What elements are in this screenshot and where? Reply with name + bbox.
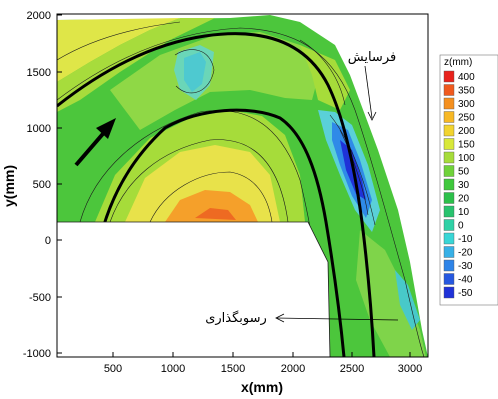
colorbar-swatch bbox=[443, 232, 455, 245]
colorbar-level-label: 400 bbox=[458, 72, 475, 83]
y-tick--500: -500 bbox=[29, 292, 62, 304]
colorbar-swatch bbox=[443, 165, 455, 177]
dry-region-outline bbox=[57, 221, 331, 357]
colorbar-swatch bbox=[443, 138, 455, 150]
colorbar-swatch bbox=[443, 273, 455, 285]
x-tick-1000: 1000 bbox=[161, 352, 185, 375]
colorbar-swatch bbox=[443, 84, 455, 96]
y-tick-1000: 1000 bbox=[27, 123, 62, 135]
colorbar-level-label: 50 bbox=[458, 167, 470, 178]
y-tick-label: 1500 bbox=[27, 67, 51, 79]
x-tick-500: 500 bbox=[104, 352, 122, 375]
region-upper-left-2 bbox=[57, 18, 215, 112]
colorbar-level-label: 200 bbox=[458, 126, 475, 137]
y-axis-label: y(mm) bbox=[1, 165, 17, 207]
erosion-annotation: فرسایش bbox=[348, 50, 396, 121]
y-tick-label: -500 bbox=[29, 292, 51, 304]
x-axis: 500 1000 1500 2000 2500 3000 bbox=[104, 352, 422, 375]
y-tick-2000: 2000 bbox=[27, 10, 62, 22]
bank-line-inner bbox=[96, 108, 346, 357]
colorbar-level-label: -20 bbox=[458, 248, 473, 259]
colorbar-swatch bbox=[443, 97, 455, 110]
y-axis: 2000 1500 1000 500 0 -500 -1000 bbox=[23, 10, 62, 360]
deposition-label: رسوبگذاری bbox=[205, 310, 267, 326]
colorbar-legend: z(mm) 400350300250200150100503020100-10-… bbox=[439, 54, 498, 306]
y-tick-0: 0 bbox=[45, 235, 62, 247]
erosion-label: فرسایش bbox=[348, 50, 396, 65]
colorbar-swatch bbox=[443, 286, 455, 299]
bank-line-outer bbox=[57, 32, 376, 357]
x-tick-label: 1000 bbox=[161, 363, 185, 375]
y-tick--1000: -1000 bbox=[23, 348, 62, 360]
colorbar-level-label: 350 bbox=[458, 86, 475, 97]
x-tick-label: 3000 bbox=[398, 363, 422, 375]
y-tick-label: 1000 bbox=[27, 123, 51, 135]
colorbar-title: z(mm) bbox=[444, 57, 472, 68]
region-upper-left bbox=[57, 18, 180, 82]
colorbar-swatch bbox=[443, 111, 455, 123]
colorbar-level-label: 30 bbox=[458, 180, 470, 191]
colorbar-level-label: 300 bbox=[458, 99, 475, 110]
x-tick-2500: 2500 bbox=[340, 352, 364, 375]
colorbar-swatch bbox=[443, 259, 455, 272]
x-tick-label: 2500 bbox=[340, 363, 364, 375]
colorbar-level-label: 250 bbox=[458, 113, 475, 124]
x-tick-label: 1500 bbox=[221, 363, 245, 375]
colorbar-swatch bbox=[443, 205, 455, 218]
colorbar-swatches: 400350300250200150100503020100-10-20-30-… bbox=[443, 70, 475, 299]
x-tick-label: 2000 bbox=[281, 363, 305, 375]
colorbar-swatch bbox=[443, 124, 455, 137]
plot-border bbox=[56, 13, 429, 358]
colorbar-level-label: 10 bbox=[458, 207, 470, 218]
x-tick-2000: 2000 bbox=[281, 352, 305, 375]
colorbar-level-label: -30 bbox=[458, 261, 473, 272]
colorbar-level-label: 0 bbox=[458, 221, 464, 232]
y-tick-label: 500 bbox=[33, 179, 51, 191]
y-tick-label: 2000 bbox=[27, 10, 51, 22]
colorbar-swatch bbox=[443, 246, 455, 258]
x-tick-label: 500 bbox=[104, 363, 122, 375]
x-tick-1500: 1500 bbox=[221, 352, 245, 375]
x-tick-3000: 3000 bbox=[398, 352, 422, 375]
colorbar-level-label: -10 bbox=[458, 234, 473, 245]
colorbar-level-label: 20 bbox=[458, 194, 470, 205]
y-tick-500: 500 bbox=[33, 179, 62, 191]
colorbar-level-label: -40 bbox=[458, 275, 473, 286]
x-axis-label: x(mm) bbox=[241, 379, 283, 395]
colorbar-swatch bbox=[443, 192, 455, 204]
region-lower-right-cyan bbox=[395, 270, 420, 330]
colorbar-level-label: -50 bbox=[458, 288, 473, 299]
region-light-mid bbox=[110, 32, 320, 130]
dry-region-lower-left bbox=[57, 222, 330, 357]
colorbar-swatch bbox=[443, 178, 455, 191]
flow-arrow bbox=[74, 118, 116, 167]
colorbar-swatch bbox=[443, 219, 455, 231]
y-tick-label: 0 bbox=[45, 235, 51, 247]
region-inner-orange bbox=[165, 190, 258, 222]
y-tick-1500: 1500 bbox=[27, 67, 62, 79]
region-inner-red bbox=[195, 208, 236, 220]
deposition-annotation: رسوبگذاری bbox=[205, 310, 399, 326]
contour-fill bbox=[57, 15, 428, 357]
y-tick-label: -1000 bbox=[23, 348, 51, 360]
colorbar-level-label: 100 bbox=[458, 153, 475, 164]
colorbar-swatch bbox=[443, 151, 455, 164]
region-cyan-top-inner bbox=[184, 52, 206, 92]
colorbar-swatch bbox=[443, 70, 455, 83]
colorbar-level-label: 150 bbox=[458, 140, 475, 151]
